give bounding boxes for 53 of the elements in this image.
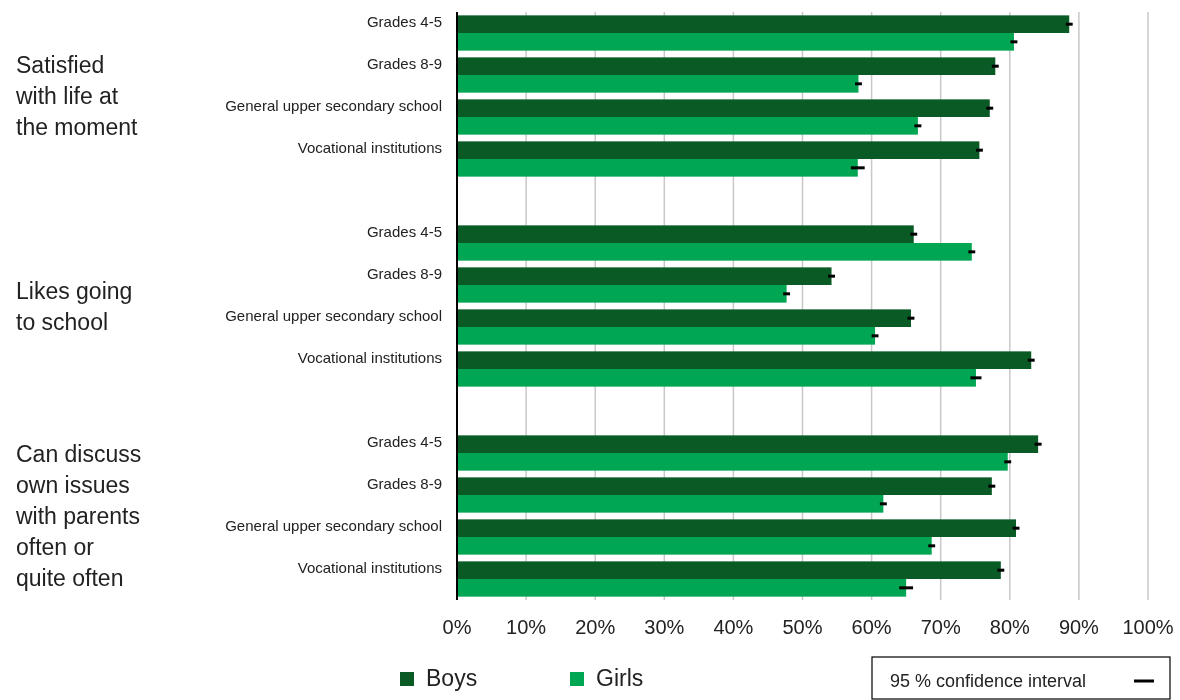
- y-tick-label: Grades 4-5: [366, 13, 442, 30]
- x-tick-label: 70%: [920, 616, 961, 638]
- bar: [457, 243, 972, 261]
- bar: [457, 327, 876, 345]
- x-tick-label: 60%: [851, 616, 892, 638]
- bar: [457, 99, 990, 117]
- text: Likes going to school: [16, 277, 133, 335]
- x-tick-label: 90%: [1058, 616, 1100, 638]
- bar: [457, 351, 1032, 369]
- y-tick-label: Grades 8-9: [366, 475, 442, 492]
- bar: [457, 285, 787, 303]
- y-tick-label: Vocational institutions: [297, 139, 442, 156]
- bar: [457, 141, 980, 159]
- y-tick-label: General upper secondary school: [225, 517, 442, 534]
- x-tick-label: 30%: [644, 616, 685, 638]
- bar: [457, 309, 911, 327]
- bar: [457, 579, 907, 597]
- bar: [457, 537, 932, 555]
- bar: [457, 435, 1039, 453]
- legend-label: Girls: [596, 665, 644, 691]
- x-tick-label: 50%: [782, 616, 823, 638]
- bar: [457, 15, 1070, 33]
- bar: [457, 519, 1017, 537]
- x-tick-label: 100%: [1122, 616, 1174, 638]
- y-tick-label: Vocational institutions: [297, 349, 442, 366]
- bar: [457, 369, 976, 387]
- y-tick-label: Vocational institutions: [297, 559, 442, 576]
- x-tick-label: 40%: [713, 616, 754, 638]
- bar: [457, 477, 992, 495]
- y-tick-label: Grades 8-9: [366, 55, 442, 72]
- y-tick-label: General upper secondary school: [225, 97, 442, 114]
- x-tick-label: 0%: [442, 616, 472, 638]
- y-tick-label: Grades 4-5: [366, 433, 442, 450]
- y-tick-label: General upper secondary school: [225, 307, 442, 324]
- y-tick-label: Grades 4-5: [366, 223, 442, 240]
- text: Can discuss own issues with parents often or quite often: [15, 441, 142, 591]
- bar: [457, 159, 858, 177]
- bar: [457, 267, 832, 285]
- x-tick-label: 20%: [575, 616, 616, 638]
- text: Satisfied with life at the moment: [15, 52, 139, 140]
- y-tick-label: Grades 8-9: [366, 265, 442, 282]
- x-tick-label: 10%: [506, 616, 547, 638]
- x-tick-label: 80%: [989, 616, 1031, 638]
- legend-label: Boys: [426, 665, 478, 691]
- bar: [457, 33, 1014, 51]
- bar: [457, 117, 918, 135]
- bar: [457, 225, 914, 243]
- bar: [457, 75, 859, 93]
- bar: [457, 495, 884, 513]
- bar: [457, 57, 996, 75]
- bar: [457, 561, 1001, 579]
- text: 95 % confidence interval: [890, 671, 1087, 691]
- bar: [457, 453, 1008, 471]
